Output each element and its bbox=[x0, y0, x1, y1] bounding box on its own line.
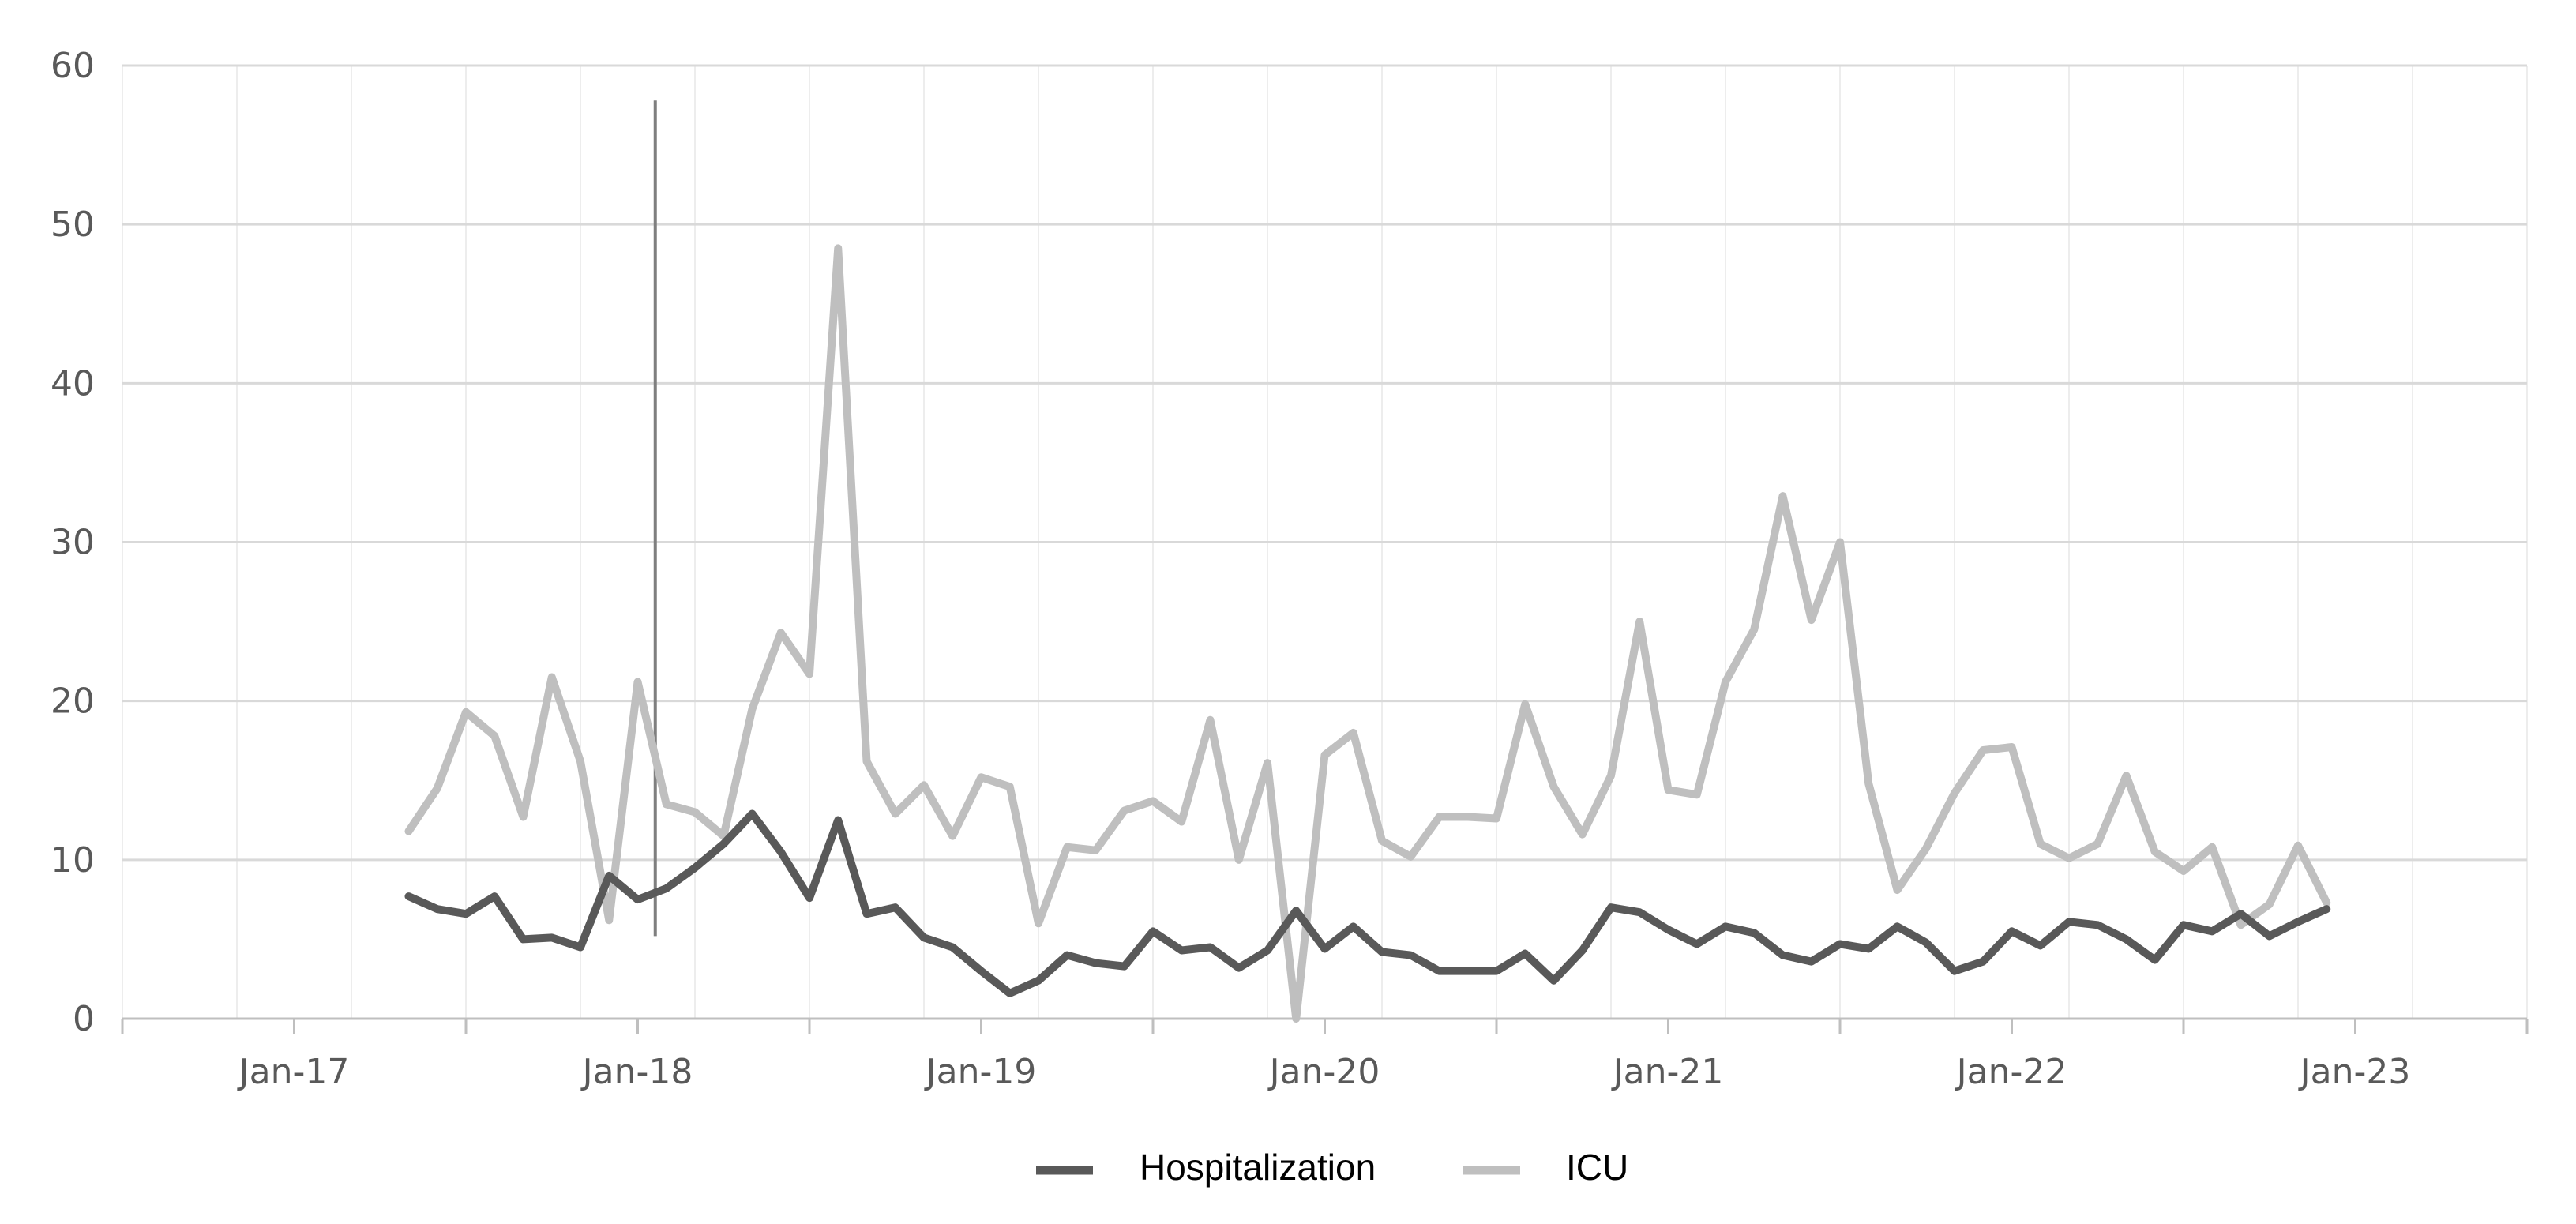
legend-label-icu: ICU bbox=[1566, 1147, 1628, 1188]
chart-grid bbox=[122, 64, 2528, 1019]
chart-legend: Hospitalization ICU bbox=[1036, 1147, 1628, 1188]
series-line-hospitalization bbox=[404, 809, 2331, 997]
legend-label-hospitalization: Hospitalization bbox=[1140, 1147, 1376, 1188]
x-tick-label: Jan-19 bbox=[924, 1052, 1037, 1092]
y-tick-label: 30 bbox=[51, 523, 95, 563]
y-tick-label: 40 bbox=[51, 363, 95, 404]
series-layer bbox=[404, 244, 2331, 1023]
x-tick-label: Jan-22 bbox=[1955, 1052, 2067, 1092]
y-tick-label: 20 bbox=[51, 681, 95, 722]
chart-axes: 0 10 20 30 40 50 60 Jan-17 Jan-18 Jan-19 Jan-20 Jan… bbox=[51, 46, 2529, 1092]
y-tick-label: 50 bbox=[51, 205, 95, 245]
x-tick-label: Jan-20 bbox=[1267, 1052, 1380, 1092]
y-tick-label: 0 bbox=[73, 999, 95, 1039]
x-tick-label: Jan-17 bbox=[237, 1052, 350, 1092]
series-line-icu bbox=[404, 244, 2331, 1023]
y-tick-label: 10 bbox=[51, 840, 95, 880]
x-tick-label: Jan-23 bbox=[2298, 1052, 2411, 1092]
x-tick-label: Jan-21 bbox=[1611, 1052, 1724, 1092]
x-tick-label: Jan-18 bbox=[580, 1052, 693, 1092]
y-tick-label: 60 bbox=[51, 46, 95, 86]
